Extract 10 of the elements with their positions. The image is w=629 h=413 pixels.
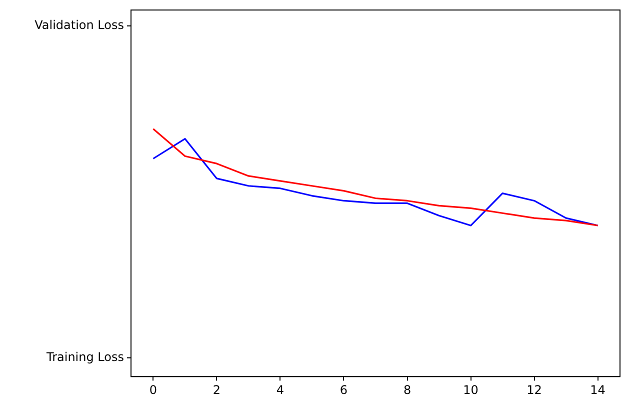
text: Validation Loss xyxy=(34,18,124,32)
x-tick-label: 4 xyxy=(276,382,284,397)
x-tick-label: 12 xyxy=(526,382,542,397)
x-tick-label: 10 xyxy=(463,382,478,397)
x-tick-label: 8 xyxy=(403,382,412,397)
x-tick-label: 6 xyxy=(340,382,348,397)
text: Training Loss xyxy=(46,350,124,364)
x-tick-label: 14 xyxy=(590,382,606,397)
x-tick-label: 2 xyxy=(212,382,221,397)
x-tick-label: 0 xyxy=(149,382,158,397)
